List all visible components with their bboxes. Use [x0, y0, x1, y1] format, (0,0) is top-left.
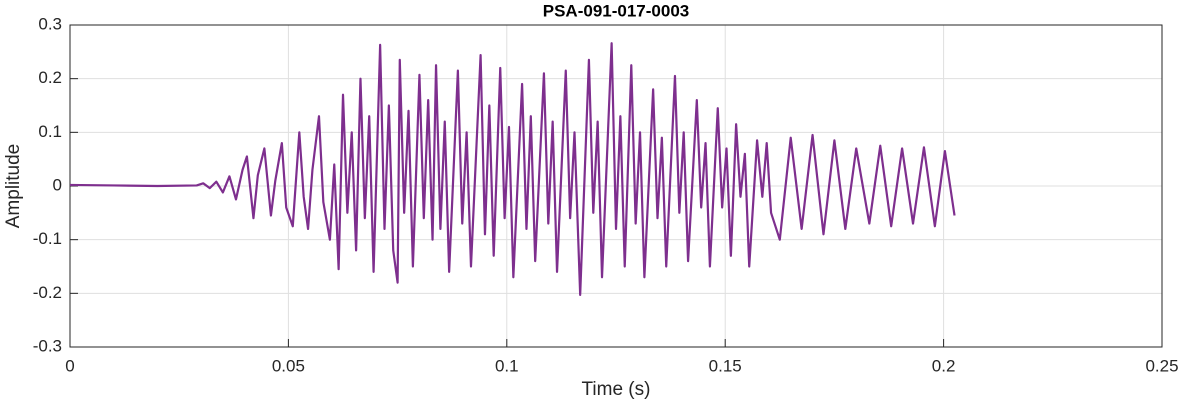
y-tick-label: 0	[53, 175, 62, 194]
x-tick-label: 0.2	[932, 356, 956, 375]
y-tick-label: 0.2	[38, 68, 62, 87]
waveform-line	[69, 42, 956, 297]
x-tick-label: 0.1	[495, 356, 519, 375]
x-tick-label: 0.25	[1145, 356, 1178, 375]
y-tick-label: 0.1	[38, 122, 62, 141]
x-axis-label: Time (s)	[582, 379, 651, 400]
y-tick-label: 0.3	[38, 14, 62, 33]
x-tick-label: 0	[65, 356, 74, 375]
y-tick-label: -0.1	[33, 229, 62, 248]
y-axis-label: Amplitude	[3, 144, 24, 229]
x-tick-label: 0.15	[709, 356, 742, 375]
x-tick-label: 0.05	[272, 356, 305, 375]
y-tick-label: -0.2	[33, 283, 62, 302]
y-tick-label: -0.3	[33, 336, 62, 355]
chart-title: PSA-091-017-0003	[543, 1, 689, 20]
